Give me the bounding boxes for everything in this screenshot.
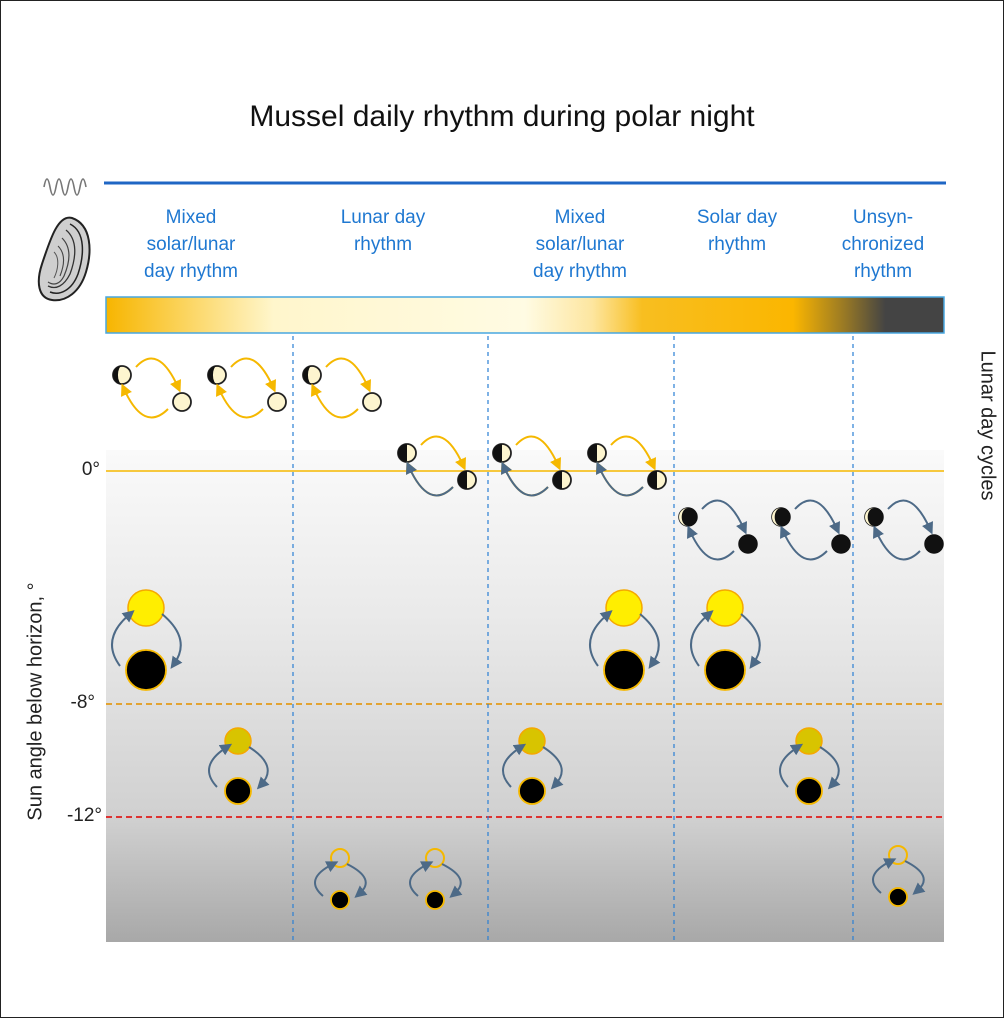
arrow-cycle-icon [406,461,454,497]
moon-phase-icon [831,534,851,554]
arrow-cycle-icon [216,383,264,419]
wave-icon [43,178,87,196]
arrow-cycle-icon [248,746,270,790]
arrow-cycle-icon [610,435,656,471]
moon-phase-icon [647,470,667,490]
arrow-cycle-icon [325,357,371,393]
moon-phase-icon [172,392,192,412]
figure-title: Mussel daily rhythm during polar night [249,100,755,133]
arrow-cycle-icon [589,610,613,667]
moon-phase-icon [457,470,477,490]
sun-icon [888,845,908,907]
arrow-cycle-icon [409,861,434,897]
sun-icon [603,589,645,691]
moon-phase-icon [362,392,382,412]
arrow-cycle-icon [687,525,735,561]
moon-phase-icon [587,443,607,463]
arrow-cycle-icon [121,383,169,419]
arrow-cycle-icon [740,613,762,669]
phase-label-5: Unsyn-chronized rhythm [841,207,925,282]
arrow-cycle-icon [904,860,926,895]
arrow-cycle-icon [639,613,661,669]
arrow-cycle-icon [596,461,644,497]
moon-phase-icon [397,443,417,463]
moon-phase-icon [924,534,944,554]
moon-phase-icon [207,365,227,385]
mussel-icon [37,216,91,302]
arrow-cycle-icon [872,858,897,894]
moon-phase-icon [267,392,287,412]
arrow-cycle-icon [420,435,466,471]
moon-phase-icon [492,443,512,463]
phase-label-4: Solar day rhythm [696,207,778,255]
arrow-cycle-icon [135,357,181,393]
arrow-cycle-icon [230,357,276,393]
arrow-cycle-icon [111,610,135,667]
arrow-cycle-icon [161,613,183,669]
sun-icon [704,589,746,691]
arrow-cycle-icon [780,525,828,561]
arrow-cycle-icon [701,499,747,535]
arrow-cycle-icon [502,743,527,788]
arrow-cycle-icon [873,525,921,561]
arrow-cycle-icon [501,461,549,497]
moon-phase-icon [678,507,698,527]
arrow-cycle-icon [690,610,714,667]
sky-gradient-background [106,450,944,942]
moon-phase-icon [302,365,322,385]
arrow-cycle-icon [311,383,359,419]
phase-label-3: Mixed solar/lunar day rhythm [533,207,627,282]
sun-icon [425,848,445,910]
arrow-cycle-icon [779,743,804,788]
arrow-cycle-icon [515,435,561,471]
arrow-cycle-icon [819,746,841,790]
rhythm-color-bar [105,296,945,334]
arrow-cycle-icon [542,746,564,790]
arrow-cycle-icon [314,861,339,897]
arrow-cycle-icon [794,499,840,535]
moon-phase-icon [864,507,884,527]
phase-label-1: Mixed solar/lunar day rhythm [144,207,238,282]
label-minus12-deg: -12° [66,805,102,826]
arrow-cycle-icon [441,863,463,898]
moon-phase-icon [112,365,132,385]
arrow-cycle-icon [208,743,233,788]
moon-phase-icon [771,507,791,527]
sun-icon [330,848,350,910]
arrow-cycle-icon [887,499,933,535]
arrow-cycle-icon [346,863,368,898]
moon-phase-icon [552,470,572,490]
phase-label-2: Lunar day rhythm [340,207,426,255]
moon-phase-icon [738,534,758,554]
label-0-deg: 0° [81,459,100,480]
sun-icon [125,589,167,691]
label-minus8-deg: -8° [70,692,96,713]
